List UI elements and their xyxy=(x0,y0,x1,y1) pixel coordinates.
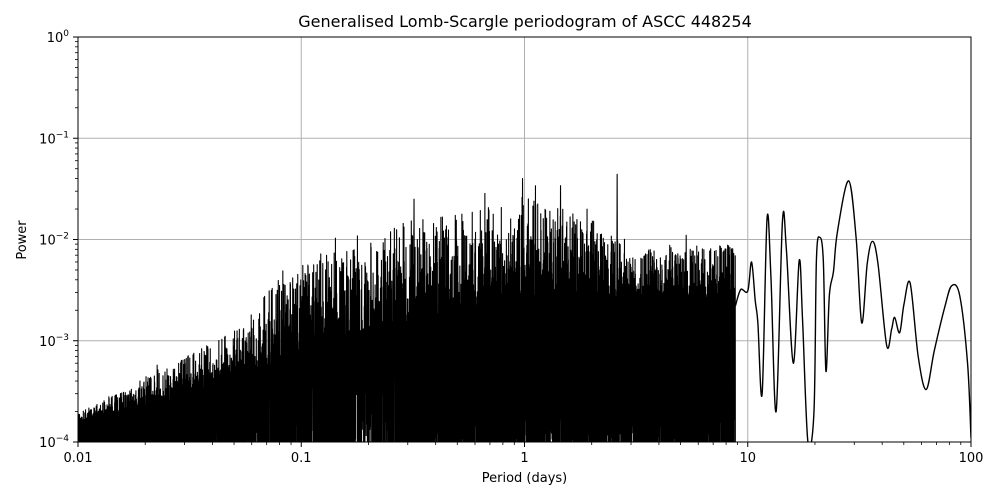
y-tick-label: 10−1 xyxy=(39,130,69,147)
y-axis-label: Power xyxy=(15,220,30,260)
x-tick-labels: 0.01 0.1 1 10 100 xyxy=(64,451,984,466)
y-tick-labels: 10−4 10−3 10−2 10−1 100 xyxy=(39,29,69,451)
y-tick-label: 10−3 xyxy=(39,333,69,350)
x-tick-label: 0.01 xyxy=(64,451,93,466)
y-tick-label: 10−2 xyxy=(39,232,69,249)
axis-ticks xyxy=(73,36,972,447)
y-tick-label: 10−4 xyxy=(39,434,69,451)
x-tick-label: 1 xyxy=(520,451,528,466)
periodogram-line xyxy=(78,173,736,442)
y-tick-label: 100 xyxy=(47,29,70,46)
periodogram-line-tail xyxy=(734,180,971,442)
x-tick-label: 100 xyxy=(959,451,984,466)
x-axis-label: Period (days) xyxy=(482,471,568,486)
x-tick-label: 10 xyxy=(739,451,756,466)
chart-title: Generalised Lomb-Scargle periodogram of … xyxy=(298,12,752,31)
x-tick-label: 0.1 xyxy=(291,451,312,466)
